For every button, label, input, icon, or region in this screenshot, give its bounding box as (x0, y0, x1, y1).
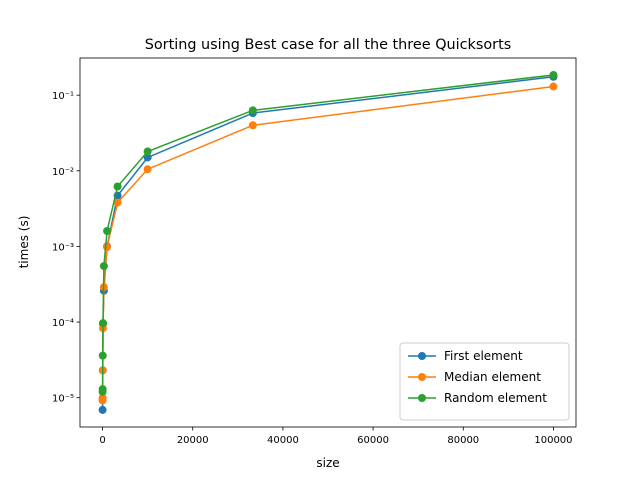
y-tick-label: 10⁻³ (52, 242, 74, 253)
data-point (549, 70, 558, 79)
legend-label: Random element (444, 391, 547, 405)
legend: First element Median element Random elemen… (399, 342, 570, 421)
x-tick-label: 100000 (534, 435, 572, 446)
x-tick-label: 0 (99, 435, 105, 446)
data-point (113, 182, 122, 191)
data-point (113, 198, 122, 207)
data-point (549, 82, 558, 91)
plot-frame (79, 57, 577, 428)
data-point (143, 165, 152, 174)
data-point (98, 319, 107, 328)
y-tick-label: 10⁻⁵ (52, 394, 74, 405)
data-point (103, 226, 112, 235)
data-point (143, 153, 152, 162)
legend-marker (418, 352, 426, 360)
legend-marker (418, 373, 426, 381)
legend-marker (418, 394, 426, 402)
y-axis-label: times (s) (17, 216, 31, 269)
data-point (98, 351, 107, 360)
legend-box (399, 342, 570, 421)
x-tick-label: 80000 (447, 435, 479, 446)
y-tick-label: 10⁻¹ (52, 91, 74, 102)
x-tick-label: 60000 (357, 435, 389, 446)
x-tick-label: 40000 (267, 435, 299, 446)
data-point (143, 147, 152, 156)
series-line (101, 74, 554, 392)
data-point (103, 243, 112, 252)
x-axis-label: size (316, 456, 339, 470)
data-point (98, 385, 107, 394)
data-point (248, 106, 257, 115)
y-tick-label: 10⁻⁴ (52, 318, 74, 329)
data-point (99, 262, 108, 271)
legend-label: First element (444, 349, 523, 363)
chart-title: Sorting using Best case for all the thre… (145, 37, 512, 53)
data-point (98, 393, 107, 402)
y-tick-label: 10⁻² (52, 167, 74, 178)
data-point (98, 405, 107, 414)
data-point (248, 121, 257, 130)
x-tick-label: 20000 (177, 435, 209, 446)
legend-label: Median element (444, 370, 541, 384)
